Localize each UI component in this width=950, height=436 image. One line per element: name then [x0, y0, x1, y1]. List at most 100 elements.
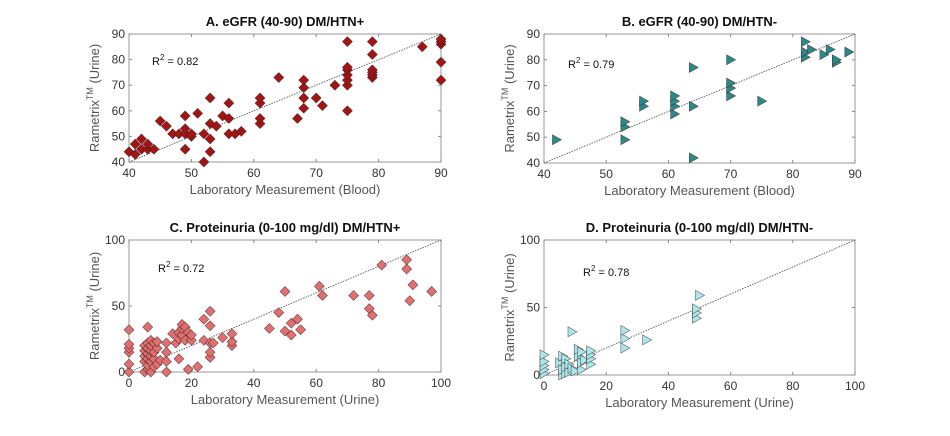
- data-point: [807, 43, 818, 55]
- y-tick-label: 90: [527, 27, 541, 41]
- data-point: [123, 338, 135, 350]
- data-point: [577, 364, 587, 376]
- data-point: [313, 280, 325, 292]
- r2-superscript: 2: [591, 264, 596, 273]
- y-tick-label: 0: [533, 368, 540, 382]
- data-point: [341, 36, 353, 48]
- data-point: [154, 115, 166, 127]
- regression-line: [128, 239, 442, 373]
- y-tick-label: 70: [112, 78, 126, 92]
- y-axis-label: RametrixTM (Urine): [85, 252, 102, 360]
- data-point: [161, 337, 172, 349]
- panel-a: 40 50 60 70 80 90 40 50 60 70 80 90 A. eGFR (40-90) …: [85, 14, 448, 197]
- data-point: [726, 77, 737, 89]
- data-point: [273, 72, 285, 83]
- x-tick-label: 90: [434, 166, 448, 180]
- y-axis-label-suffix: (Urine): [502, 44, 517, 87]
- regression-line: [543, 33, 856, 164]
- y-axis-label-suffix: (Urine): [87, 252, 102, 295]
- data-point: [800, 36, 811, 48]
- data-point: [161, 356, 172, 367]
- x-tick-label: 80: [786, 379, 800, 393]
- data-point: [310, 92, 322, 104]
- r2-label: R: [152, 56, 160, 68]
- data-point: [292, 313, 303, 325]
- y-axis-label-main: Rametrix: [87, 308, 102, 361]
- data-point: [204, 305, 216, 317]
- data-point: [226, 328, 238, 340]
- data-point: [688, 100, 699, 112]
- x-tick-label: 60: [724, 379, 738, 393]
- data-point: [726, 90, 737, 102]
- r2-label: R: [158, 263, 166, 275]
- data-point: [179, 143, 191, 155]
- data-point: [832, 54, 842, 66]
- y-tick-label: 40: [112, 155, 126, 169]
- x-tick-label: 20: [600, 379, 614, 393]
- y-tick-label: 60: [527, 104, 541, 118]
- data-point: [757, 95, 768, 107]
- data-point: [123, 358, 135, 370]
- data-point: [298, 102, 310, 114]
- y-axis-label: RametrixTM (Urine): [500, 44, 517, 152]
- data-point: [217, 332, 229, 344]
- y-tick-label: 50: [112, 299, 126, 313]
- x-tick-label: 100: [845, 379, 865, 393]
- data-point: [161, 346, 172, 358]
- data-point: [670, 90, 681, 102]
- x-tick-label: 80: [372, 166, 386, 180]
- data-point: [366, 36, 378, 48]
- data-point: [182, 363, 194, 375]
- x-tick-label: 40: [247, 376, 261, 390]
- y-axis-label: RametrixTM (Urine): [500, 253, 517, 361]
- data-point: [577, 346, 587, 358]
- y-axis-label-main: Rametrix: [502, 100, 517, 153]
- chart-title: C. Proteinuria (0-100 mg/dl) DM/HTN+: [170, 220, 401, 235]
- data-point: [620, 324, 631, 336]
- data-point: [620, 342, 631, 354]
- data-point: [151, 342, 163, 354]
- y-tick-label: 80: [112, 53, 126, 67]
- x-axis-label: Laboratory Measurement (Blood): [190, 182, 381, 197]
- data-point: [295, 324, 307, 336]
- data-point: [435, 74, 447, 86]
- data-point: [580, 354, 591, 366]
- data-point: [210, 120, 222, 132]
- r2-value: = 0.82: [164, 56, 198, 68]
- data-point: [363, 290, 375, 301]
- y-tick-label: 50: [112, 129, 126, 143]
- r2-value: = 0.72: [170, 263, 204, 275]
- y-axis-label-main: Rametrix: [502, 309, 517, 362]
- x-tick-label: 100: [431, 376, 451, 390]
- data-point: [639, 95, 650, 107]
- data-point: [185, 128, 197, 140]
- data-point: [620, 134, 631, 146]
- r2-value: = 0.79: [580, 59, 614, 71]
- data-point: [226, 336, 238, 348]
- data-point: [366, 64, 378, 76]
- r2-label: R: [568, 59, 576, 71]
- r2-superscript: 2: [160, 53, 165, 62]
- y-tick-label: 70: [527, 79, 541, 93]
- data-point: [142, 138, 154, 150]
- data-point: [819, 49, 830, 61]
- data-point: [366, 49, 378, 60]
- y-tick-label: 0: [118, 365, 125, 379]
- x-tick-label: 20: [185, 376, 199, 390]
- y-axis-label-superscript: TM: [85, 295, 95, 308]
- axes-frame: [128, 33, 442, 163]
- data-point: [204, 92, 216, 104]
- y-tick-label: 100: [520, 233, 540, 247]
- y-axis-label-superscript: TM: [85, 87, 95, 100]
- data-point: [404, 295, 416, 307]
- x-tick-label: 80: [786, 167, 800, 181]
- data-point: [426, 286, 438, 297]
- y-axis-label: RametrixTM (Urine): [85, 44, 102, 152]
- y-tick-label: 100: [105, 233, 125, 247]
- data-point: [292, 113, 303, 124]
- data-point: [204, 133, 216, 145]
- x-axis-label: Laboratory Measurement (Urine): [605, 395, 794, 410]
- x-tick-label: 0: [541, 379, 548, 393]
- data-point: [570, 365, 581, 377]
